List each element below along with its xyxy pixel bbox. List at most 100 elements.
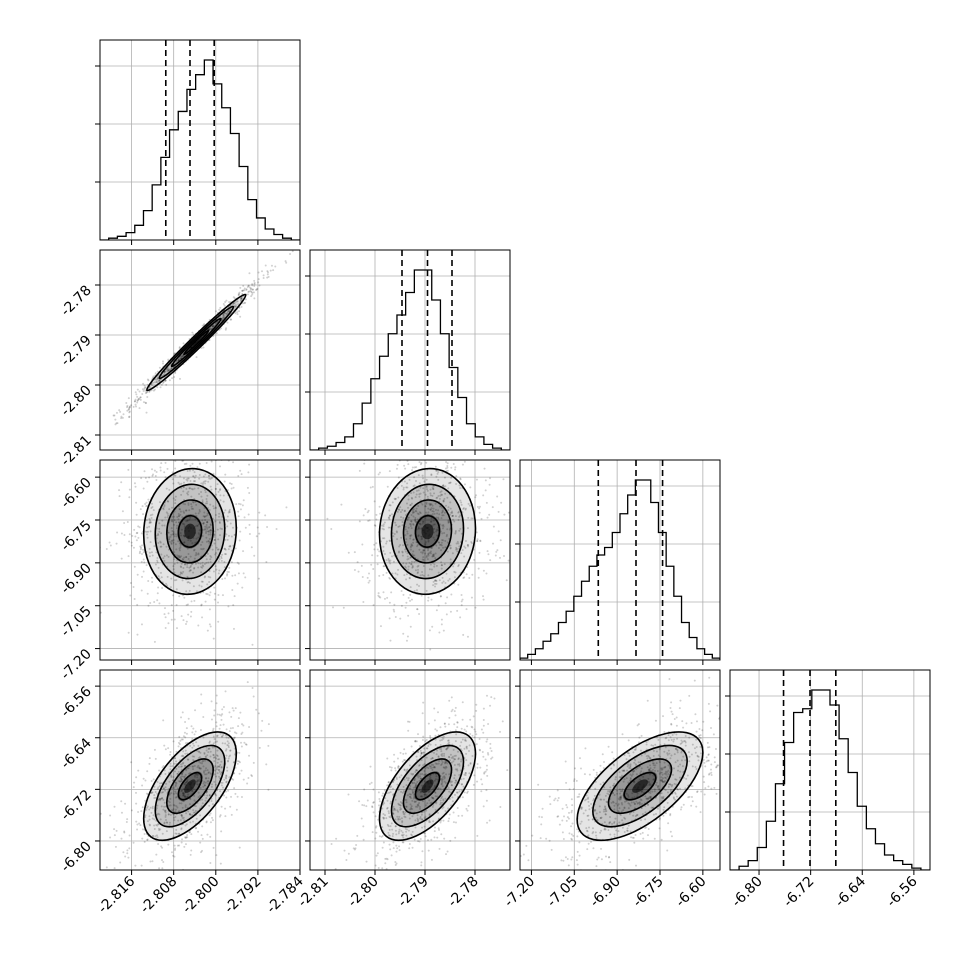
sample-point xyxy=(197,624,200,627)
sample-point xyxy=(219,527,222,530)
sample-point xyxy=(164,814,167,817)
sample-point xyxy=(404,606,407,609)
sample-point xyxy=(206,583,209,586)
sample-point xyxy=(368,783,371,786)
sample-point xyxy=(409,797,412,800)
density-layer xyxy=(520,676,742,870)
sample-point xyxy=(424,493,427,496)
sample-point xyxy=(181,817,184,820)
sample-point xyxy=(219,790,222,793)
sample-point xyxy=(207,530,210,533)
sample-point xyxy=(695,738,698,741)
sample-point xyxy=(128,488,131,491)
sample-point xyxy=(180,566,183,569)
sample-point xyxy=(175,588,178,591)
sample-point xyxy=(267,723,270,726)
sample-point xyxy=(223,480,226,483)
sample-point xyxy=(397,788,400,791)
sample-point xyxy=(418,495,421,498)
sample-point xyxy=(629,778,632,781)
sample-point xyxy=(178,810,181,813)
sample-point xyxy=(451,800,454,803)
sample-point xyxy=(387,781,390,784)
sample-point xyxy=(108,874,110,876)
sample-point xyxy=(203,516,206,519)
density-fill xyxy=(421,779,434,793)
sample-point xyxy=(438,543,441,546)
sample-point xyxy=(404,550,407,553)
sample-point xyxy=(177,741,180,744)
sample-point xyxy=(173,770,176,773)
sample-point xyxy=(740,725,742,727)
sample-point xyxy=(178,347,181,350)
y-tick-label: -2.78 xyxy=(58,283,95,320)
sample-point xyxy=(180,755,183,758)
sample-point xyxy=(198,529,201,532)
sample-point xyxy=(202,565,205,568)
sample-point xyxy=(210,799,213,802)
sample-point xyxy=(201,837,204,840)
sample-point xyxy=(635,814,638,817)
sample-point xyxy=(599,798,602,801)
sample-point xyxy=(204,518,207,521)
sample-point xyxy=(388,828,391,831)
sample-point xyxy=(465,745,468,748)
sample-point xyxy=(421,552,424,555)
sample-point xyxy=(442,766,445,769)
sample-point xyxy=(224,553,227,556)
sample-point xyxy=(202,785,205,788)
sample-point xyxy=(480,790,483,793)
sample-point xyxy=(429,820,432,823)
sample-point xyxy=(207,771,210,774)
sample-point xyxy=(172,609,175,612)
sample-point xyxy=(207,779,210,782)
sample-point xyxy=(468,576,471,579)
sample-point xyxy=(442,771,445,774)
sample-point xyxy=(614,776,617,779)
sample-point xyxy=(400,536,403,539)
sample-point xyxy=(164,626,167,629)
sample-point xyxy=(414,783,417,786)
sample-point xyxy=(170,618,173,621)
sample-point xyxy=(444,540,447,543)
sample-point xyxy=(441,510,444,513)
sample-point xyxy=(184,509,187,512)
sample-point xyxy=(385,571,388,574)
sample-point xyxy=(230,318,233,321)
sample-point xyxy=(163,607,166,610)
sample-point xyxy=(399,543,402,546)
contour-line xyxy=(402,758,453,815)
sample-point xyxy=(429,777,432,780)
sample-point xyxy=(474,606,477,609)
sample-point xyxy=(409,556,412,559)
sample-point xyxy=(181,355,184,358)
sample-point xyxy=(391,835,394,838)
sample-point xyxy=(568,788,571,791)
sample-point xyxy=(410,544,413,547)
sample-point xyxy=(446,528,449,531)
sample-point xyxy=(201,535,204,538)
sample-point xyxy=(145,792,148,795)
sample-point xyxy=(463,791,466,794)
sample-point xyxy=(209,576,212,579)
sample-point xyxy=(448,813,451,816)
sample-point xyxy=(167,514,170,517)
sample-point xyxy=(382,872,384,874)
sample-point xyxy=(232,761,235,764)
x-tick-label: -2.808 xyxy=(137,874,180,917)
sample-point xyxy=(473,774,476,777)
sample-point xyxy=(453,570,456,573)
sample-point xyxy=(187,502,190,505)
sample-point xyxy=(145,391,148,394)
sample-point xyxy=(398,849,401,852)
sample-point xyxy=(407,779,410,782)
sample-point xyxy=(241,723,244,726)
sample-point xyxy=(649,757,652,760)
sample-point xyxy=(443,837,446,840)
sample-point xyxy=(174,815,177,818)
sample-point xyxy=(398,845,401,848)
sample-point xyxy=(142,513,145,516)
sample-point xyxy=(382,545,385,548)
sample-point xyxy=(390,822,393,825)
sample-point xyxy=(363,804,366,807)
